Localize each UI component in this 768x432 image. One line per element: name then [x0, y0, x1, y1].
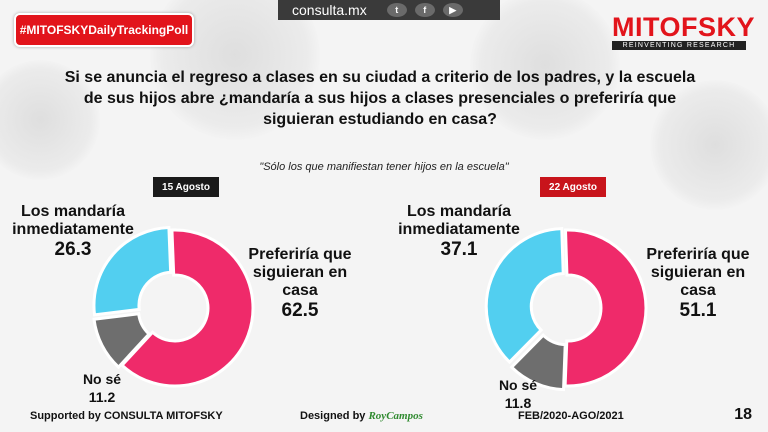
footer-period: FEB/2020-AGO/2021 — [518, 410, 624, 422]
survey-question: Si se anuncia el regreso a clases en su … — [64, 69, 696, 128]
page-number: 18 — [734, 406, 752, 423]
donut-slice-no-s- — [92, 312, 152, 370]
donut-slice-los-mandar-a-inmediatamente — [92, 225, 173, 317]
background-virus-graphic — [0, 60, 100, 180]
sample-note: "Sólo los que manifiestan tener hijos en… — [259, 161, 509, 173]
label-nose-right: No sé 11.8 — [488, 376, 548, 412]
chart-title-right: 22 Agosto — [540, 177, 606, 197]
label-value: 11.8 — [504, 395, 532, 411]
background-virus-graphic — [650, 80, 768, 210]
designer-name: RoyCampos — [368, 410, 423, 422]
twitter-icon[interactable]: t — [386, 3, 407, 17]
label-text: Preferiría que siguieran en casa — [646, 246, 750, 299]
label-value: 11.2 — [88, 389, 116, 405]
label-text: Los mandaría inmediatamente — [398, 203, 520, 238]
brand-tagline: REINVENTING RESEARCH — [612, 41, 746, 50]
donut-slice-preferir-a-que-siguieran-en-casa — [119, 228, 255, 388]
label-casa-right: Preferiría que siguieran en casa 51.1 — [636, 246, 760, 322]
donut-slice-los-mandar-a-inmediatamente — [484, 227, 565, 365]
brand-name: MITOFSKY — [612, 12, 756, 42]
label-value: 26.3 — [54, 239, 92, 260]
label-mandaria-right: Los mandaría inmediatamente 37.1 — [392, 203, 526, 261]
label-text: Los mandaría inmediatamente — [12, 203, 134, 238]
label-text: Preferiría que siguieran en casa — [248, 246, 352, 299]
label-value: 37.1 — [440, 239, 478, 260]
facebook-icon[interactable]: f — [414, 3, 435, 17]
label-text: No sé — [498, 377, 538, 393]
brand-logo: MITOFSKY REINVENTING RESEARCH — [612, 12, 756, 50]
background-virus-graphic — [470, 0, 620, 140]
hashtag-badge: #MITOFSKYDailyTrackingPoll — [14, 13, 194, 47]
designed-label: Designed by — [300, 410, 366, 422]
donut-slice-preferir-a-que-siguieran-en-casa — [563, 228, 648, 388]
youtube-icon[interactable]: ▶ — [442, 3, 463, 17]
footer-designed: Designed by RoyCampos — [300, 410, 423, 422]
chart-title-left: 15 Agosto — [153, 177, 219, 197]
site-link[interactable]: consulta.mx — [292, 2, 367, 18]
donut-slice-no-s- — [509, 333, 567, 392]
label-value: 51.1 — [679, 300, 717, 321]
donut-chart-right — [484, 227, 648, 392]
label-text: No sé — [82, 371, 122, 387]
social-bar: consulta.mx t f ▶ — [278, 0, 500, 20]
footer-supported: Supported by CONSULTA MITOFSKY — [30, 410, 223, 422]
label-value: 62.5 — [281, 300, 319, 321]
label-mandaria-left: Los mandaría inmediatamente 26.3 — [6, 203, 140, 261]
label-casa-left: Preferiría que siguieran en casa 62.5 — [238, 246, 362, 322]
donut-chart-left — [92, 225, 255, 388]
label-nose-left: No sé 11.2 — [72, 370, 132, 406]
